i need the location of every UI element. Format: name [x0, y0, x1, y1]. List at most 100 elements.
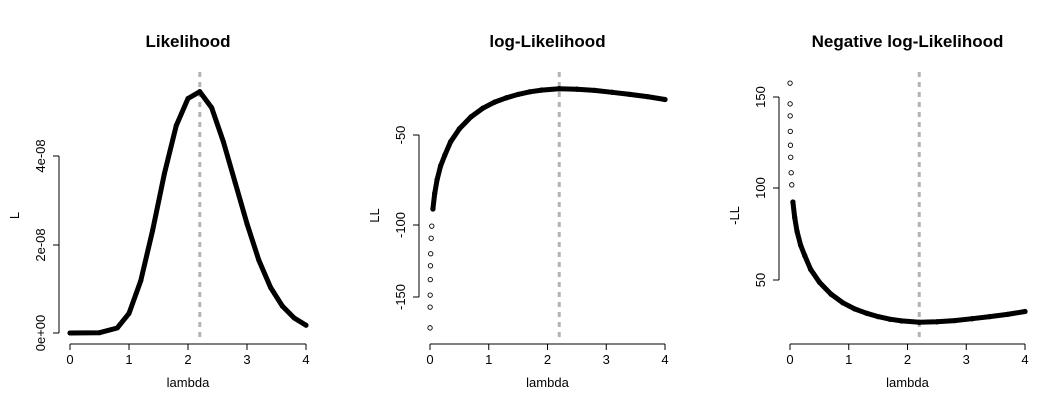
x-tick-label: 2 — [904, 352, 911, 367]
data-point — [863, 310, 870, 316]
data-point — [220, 139, 226, 145]
x-tick-label: 4 — [302, 352, 309, 367]
data-point — [787, 80, 793, 86]
data-point — [427, 276, 433, 283]
data-point — [428, 235, 434, 241]
data-point — [114, 325, 120, 331]
data-point — [232, 180, 238, 186]
data-point — [987, 313, 993, 320]
y-tick-label: 100 — [753, 177, 768, 199]
x-tick-label: 2 — [544, 352, 551, 367]
data-point — [662, 96, 668, 103]
y-axis-label: -LL — [727, 206, 742, 225]
data-point — [787, 142, 794, 148]
data-point — [794, 228, 800, 234]
panel-negative-log-likelihood: Negative log-Likelihood 0 1 2 3 4 lambda 50 100 1… — [727, 32, 1029, 390]
panel-likelihood: Likelihood 0 1 2 3 4 lambda 0e+00 2e-08 4e-08 L — [7, 32, 310, 390]
data-point — [787, 113, 793, 119]
x-tick-label: 3 — [243, 352, 250, 367]
data-point — [527, 89, 533, 95]
data-point — [591, 87, 598, 94]
data-point — [432, 190, 438, 197]
y-tick-label: 150 — [753, 86, 768, 108]
x-axis-label: lambda — [526, 375, 569, 390]
y-axis-label: L — [7, 212, 22, 219]
data-point — [609, 89, 615, 95]
x-tick-label: 0 — [66, 352, 73, 367]
data-point — [627, 91, 633, 98]
data-point — [789, 182, 795, 188]
x-axis-label: lambda — [167, 375, 210, 390]
data-point — [67, 330, 73, 336]
data-point — [442, 152, 448, 159]
data-point — [828, 291, 834, 297]
data-point — [428, 251, 434, 257]
data-point — [427, 292, 433, 298]
x-tick-label: 1 — [485, 352, 492, 367]
data-point — [875, 313, 881, 320]
y-axis-label: LL — [367, 208, 382, 222]
data-point — [898, 318, 905, 324]
data-point — [456, 126, 463, 132]
likelihood-curve — [67, 89, 309, 336]
data-point — [244, 221, 250, 227]
data-point — [138, 278, 144, 284]
y-tick-label: 0e+00 — [33, 315, 48, 352]
data-point — [185, 95, 191, 101]
data-point — [173, 123, 179, 129]
x-tick-label: 2 — [184, 352, 191, 367]
data-point — [434, 177, 440, 183]
data-point — [429, 223, 435, 229]
data-point — [427, 304, 433, 310]
data-point — [538, 87, 545, 93]
data-point — [97, 330, 102, 336]
data-point — [887, 316, 893, 322]
x-tick-label: 3 — [963, 352, 970, 367]
x-tick-label: 1 — [125, 352, 132, 367]
data-point — [515, 91, 521, 98]
data-point — [556, 86, 562, 92]
data-point — [816, 279, 823, 285]
data-point — [807, 266, 814, 272]
data-point — [797, 242, 804, 248]
data-point — [1022, 308, 1028, 315]
data-point — [503, 95, 510, 101]
neg-log-likelihood-curve — [790, 199, 1028, 325]
y-tick-label: 50 — [753, 273, 768, 287]
data-point — [468, 114, 474, 120]
data-point — [969, 316, 975, 322]
data-point — [916, 319, 922, 325]
data-point — [788, 154, 794, 160]
y-tick-label: 4e-08 — [33, 139, 48, 172]
chart-title: Negative log-Likelihood — [812, 32, 1004, 51]
data-point — [150, 228, 156, 234]
chart-title: Likelihood — [146, 32, 231, 51]
x-tick-label: 0 — [786, 352, 793, 367]
data-point — [197, 89, 203, 95]
log-likelihood-curve — [430, 86, 668, 212]
data-point — [303, 322, 309, 328]
data-point — [430, 206, 436, 212]
x-axis-label: lambda — [886, 375, 929, 390]
data-point — [480, 105, 486, 111]
data-point — [209, 105, 215, 111]
data-point — [840, 300, 846, 306]
data-point — [792, 214, 798, 221]
data-point — [788, 170, 794, 176]
data-point — [268, 284, 274, 290]
chart-title: log-Likelihood — [489, 32, 605, 51]
data-point — [951, 317, 958, 324]
x-tick-label: 1 — [845, 352, 852, 367]
data-point — [491, 99, 498, 105]
data-point — [126, 310, 132, 316]
y-tick-label: 2e-08 — [33, 228, 48, 261]
data-point — [291, 315, 297, 321]
data-point — [1004, 311, 1011, 318]
data-point — [787, 101, 793, 107]
panel-log-likelihood: log-Likelihood 0 1 2 3 4 lambda -150 -100 -50 LL — [367, 32, 669, 390]
x-tick-label: 4 — [1021, 352, 1028, 367]
data-point — [934, 319, 940, 325]
x-tick-label: 3 — [603, 352, 610, 367]
